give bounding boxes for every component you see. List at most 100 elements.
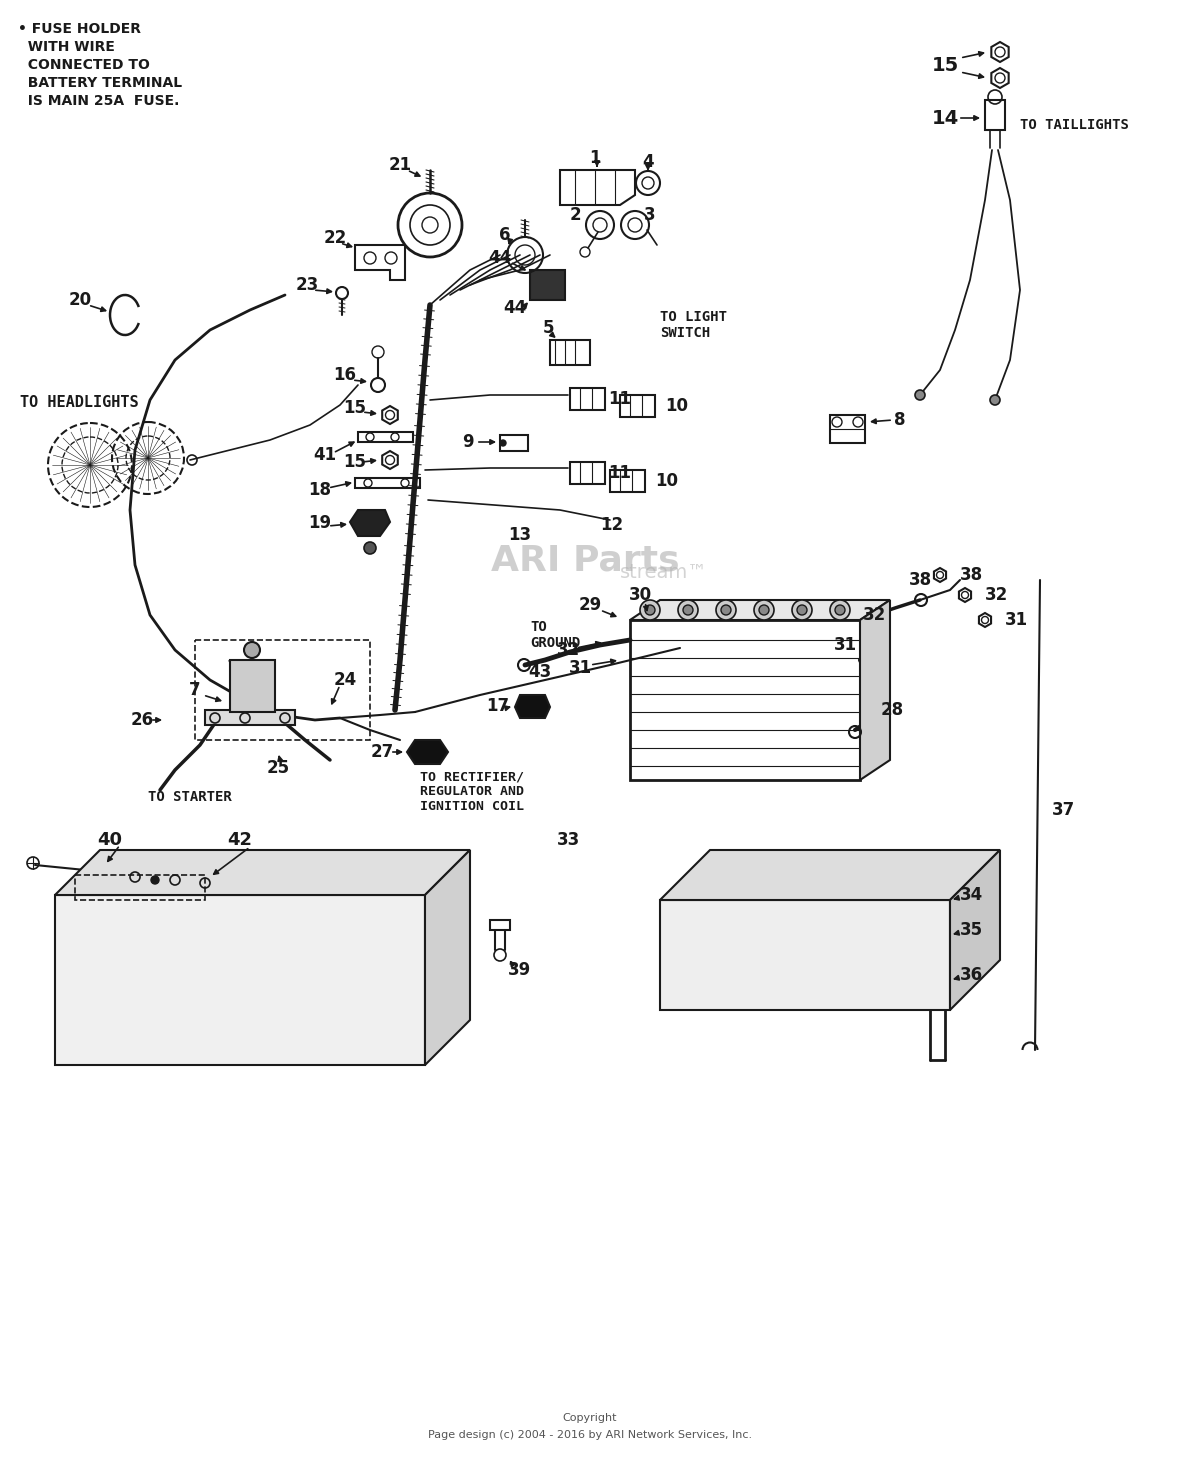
Text: 15: 15 xyxy=(931,55,958,74)
Polygon shape xyxy=(860,601,890,780)
Bar xyxy=(355,478,420,488)
Text: 42: 42 xyxy=(228,831,253,849)
Text: 8: 8 xyxy=(894,411,906,429)
Bar xyxy=(985,101,1005,130)
Text: 37: 37 xyxy=(1053,800,1075,819)
Text: 10: 10 xyxy=(655,472,678,490)
Text: 5: 5 xyxy=(543,319,553,337)
Circle shape xyxy=(645,605,655,615)
Text: 13: 13 xyxy=(509,526,531,544)
Text: 21: 21 xyxy=(388,156,412,174)
Text: TO STARTER: TO STARTER xyxy=(148,790,231,803)
Text: 29: 29 xyxy=(578,596,602,614)
Circle shape xyxy=(721,605,730,615)
Text: TO RECTIFIER/
REGULATOR AND
IGNITION COIL: TO RECTIFIER/ REGULATOR AND IGNITION COI… xyxy=(420,770,524,814)
Bar xyxy=(230,660,275,712)
Text: 35: 35 xyxy=(961,921,983,939)
Polygon shape xyxy=(55,850,470,895)
Circle shape xyxy=(683,605,693,615)
Text: TO
GROUND: TO GROUND xyxy=(530,620,581,650)
Text: 36: 36 xyxy=(961,967,983,984)
Bar xyxy=(205,710,295,725)
Bar xyxy=(570,388,605,410)
Text: 15: 15 xyxy=(343,399,367,417)
Text: 12: 12 xyxy=(601,516,623,534)
Text: 28: 28 xyxy=(880,701,904,719)
Text: 25: 25 xyxy=(267,760,289,777)
Text: 26: 26 xyxy=(131,712,153,729)
Text: 19: 19 xyxy=(308,515,332,532)
Circle shape xyxy=(914,389,925,399)
Circle shape xyxy=(835,605,845,615)
Bar xyxy=(500,434,527,451)
Text: 4: 4 xyxy=(642,153,654,171)
Text: 33: 33 xyxy=(557,831,579,849)
Circle shape xyxy=(796,605,807,615)
Bar xyxy=(358,432,413,442)
Circle shape xyxy=(244,642,260,658)
Polygon shape xyxy=(407,741,448,764)
Circle shape xyxy=(759,605,769,615)
Text: 15: 15 xyxy=(343,453,367,471)
Circle shape xyxy=(754,601,774,620)
Text: 39: 39 xyxy=(509,961,531,978)
Circle shape xyxy=(151,876,159,884)
Text: TO HEADLIGHTS: TO HEADLIGHTS xyxy=(20,395,138,410)
Circle shape xyxy=(830,601,850,620)
Text: 11: 11 xyxy=(608,464,631,483)
Circle shape xyxy=(500,440,506,446)
Text: 40: 40 xyxy=(98,831,123,849)
Text: 27: 27 xyxy=(371,744,394,761)
Circle shape xyxy=(363,542,376,554)
Text: 23: 23 xyxy=(295,276,319,295)
Polygon shape xyxy=(425,850,470,1064)
Text: 18: 18 xyxy=(308,481,332,499)
Circle shape xyxy=(640,601,660,620)
Text: • FUSE HOLDER: • FUSE HOLDER xyxy=(18,22,140,36)
Text: Page design (c) 2004 - 2016 by ARI Network Services, Inc.: Page design (c) 2004 - 2016 by ARI Netwo… xyxy=(428,1430,752,1441)
Polygon shape xyxy=(514,695,550,717)
Text: 31: 31 xyxy=(569,659,591,677)
Text: 44: 44 xyxy=(489,249,512,267)
Text: 16: 16 xyxy=(334,366,356,383)
Circle shape xyxy=(792,601,812,620)
Text: 34: 34 xyxy=(961,886,983,904)
Text: 30: 30 xyxy=(629,586,651,604)
Text: Copyright: Copyright xyxy=(563,1413,617,1423)
Polygon shape xyxy=(660,850,999,900)
Text: 7: 7 xyxy=(189,681,201,698)
Bar xyxy=(570,462,605,484)
Bar xyxy=(530,270,565,300)
Text: 38: 38 xyxy=(909,572,931,589)
Text: 31: 31 xyxy=(1005,611,1028,628)
Text: IS MAIN 25A  FUSE.: IS MAIN 25A FUSE. xyxy=(18,93,179,108)
Text: 1: 1 xyxy=(589,149,601,168)
Text: 31: 31 xyxy=(833,636,857,655)
Bar xyxy=(630,620,860,780)
Circle shape xyxy=(678,601,699,620)
Text: WITH WIRE: WITH WIRE xyxy=(18,39,114,54)
Text: 3: 3 xyxy=(644,206,656,225)
Text: 32: 32 xyxy=(557,642,579,659)
Polygon shape xyxy=(660,900,950,1010)
Text: ARI Parts: ARI Parts xyxy=(491,542,680,577)
Bar xyxy=(195,640,371,741)
Text: 10: 10 xyxy=(666,397,688,416)
Circle shape xyxy=(716,601,736,620)
Text: 9: 9 xyxy=(463,433,474,451)
Bar xyxy=(76,875,205,900)
Text: 24: 24 xyxy=(334,671,356,690)
Text: 2: 2 xyxy=(569,206,581,225)
Polygon shape xyxy=(950,850,999,1010)
Bar xyxy=(830,416,865,443)
Text: TO LIGHT
SWITCH: TO LIGHT SWITCH xyxy=(660,311,727,340)
Text: 22: 22 xyxy=(323,229,347,246)
Text: 17: 17 xyxy=(486,697,510,714)
Text: 43: 43 xyxy=(529,663,551,681)
Text: CONNECTED TO: CONNECTED TO xyxy=(18,58,150,71)
Text: 11: 11 xyxy=(608,389,631,408)
Text: 38: 38 xyxy=(961,566,983,585)
Text: 20: 20 xyxy=(68,292,92,309)
Bar xyxy=(550,340,590,364)
Polygon shape xyxy=(630,601,890,620)
